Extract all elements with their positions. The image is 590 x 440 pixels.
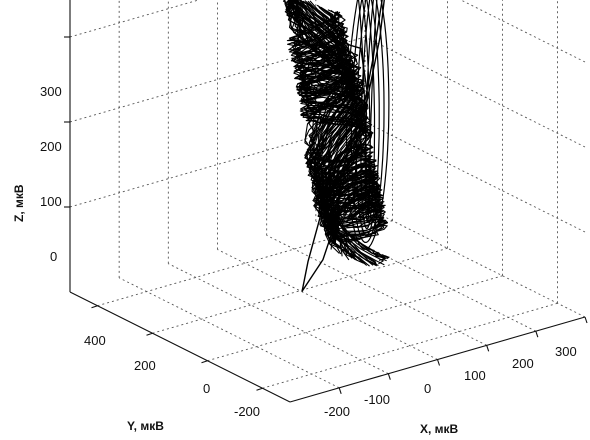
z-tick-label: 300 [40,84,62,99]
trajectory-bundle [292,7,371,265]
trajectory-bundle [288,0,384,230]
x-axis-label: X, мкВ [420,422,459,436]
trajectory-loop [357,0,378,216]
x-tick [486,345,490,352]
x-tick-labels: -200 -100 0 100 200 300 [324,344,577,419]
grid-line [152,247,448,334]
x-tick-label: 100 [464,368,486,383]
grid-line [168,263,389,375]
x-tick [338,387,342,395]
grid-line [459,0,586,63]
trajectory-bundle [287,0,385,222]
y-tick-label: 200 [134,358,156,373]
grid-line [315,220,537,332]
grid-line [217,249,438,360]
x-tick [436,359,441,366]
trajectory-layer [282,0,390,292]
z-axis-label: Z, мкВ [12,184,26,222]
trajectory-loop [361,0,375,223]
z-tick-label: 100 [40,194,62,209]
y-tick-labels: 400 200 0 -200 [84,333,260,419]
trajectory-loop [350,0,385,243]
y-tick [201,360,208,364]
trajectory-bundle [292,5,374,266]
trajectory-loop [345,0,390,250]
y-tick-label: 0 [203,381,210,396]
y-tick [146,332,153,336]
x-tick [535,330,539,338]
trajectory-bundle [285,0,384,224]
trajectory-bundle [286,12,386,260]
z-tick-label: 200 [40,139,62,154]
z-tick-label: 0 [50,249,57,264]
y-tick-label: 400 [84,333,106,348]
grid-line [266,234,487,346]
x-tick-label: 200 [512,356,534,371]
trajectory-series [301,0,385,292]
trajectory-bundle [291,11,377,266]
x-tick [387,373,391,380]
grid-line [364,206,586,318]
grid-line [207,275,503,362]
y-tick-label: -200 [234,404,260,419]
x-tick-label: -100 [364,392,390,407]
y-tick [91,305,98,309]
z-tick-labels: 300 200 100 0 [40,84,62,264]
x-tick-label: 0 [424,381,431,396]
grid-line [364,36,586,148]
x-tick [584,316,588,324]
x-tick-label: 300 [555,344,577,359]
trajectory-bundle [291,0,381,226]
grid-line [364,121,586,233]
y-axis-label: Y, мкВ [127,419,164,433]
grid-line [69,0,201,38]
trajectory-bundle [289,0,388,238]
grid-line [262,302,558,389]
trajectory-loop [360,0,376,230]
y-tick [256,387,263,391]
grid-line [118,277,340,389]
trajectory-loop [355,0,380,237]
x-tick-label: -200 [324,404,350,419]
y-axis-line [69,291,291,403]
